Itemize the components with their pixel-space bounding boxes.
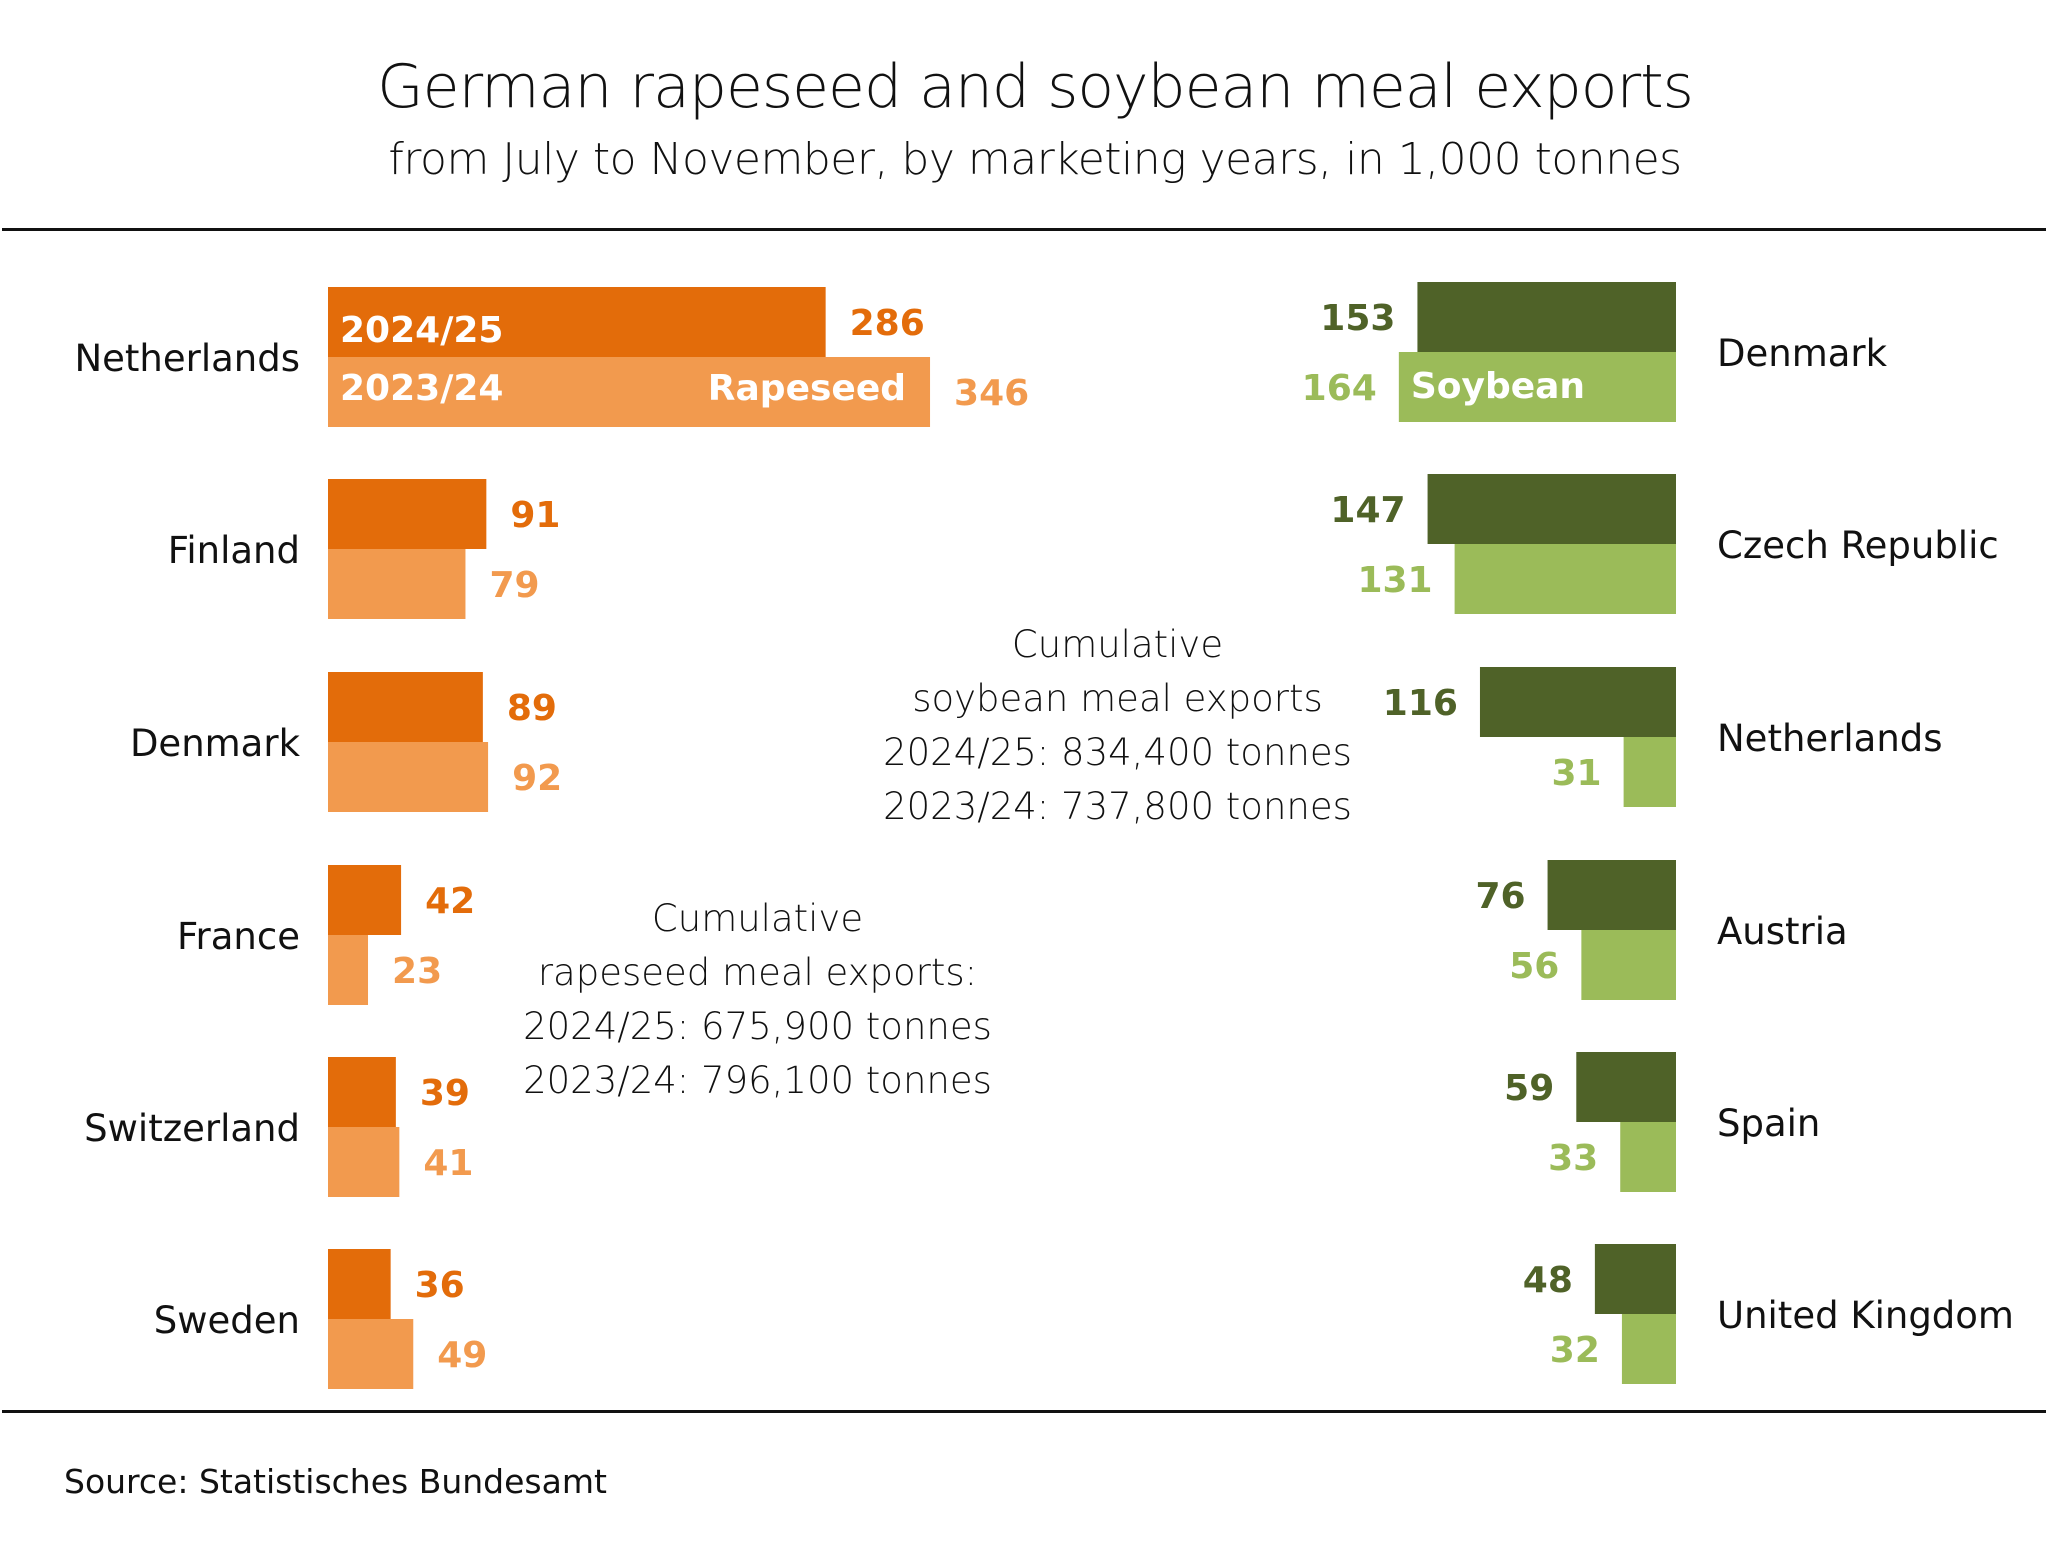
soybean-cumulative-annotation: Cumulative soybean meal exports 2024/25:… [880, 618, 1355, 834]
annotation-line: Cumulative [1011, 623, 1224, 666]
category-label: Switzerland [84, 1107, 300, 1150]
bar-soybean-2023-24 [1581, 930, 1676, 1000]
value-label-2024-25: 116 [1383, 683, 1458, 724]
bottom-rule [2, 1410, 2046, 1413]
value-label-2023-24: 131 [1357, 560, 1432, 601]
category-label: Spain [1717, 1102, 1820, 1145]
bar-rapeseed-2024-25 [328, 672, 483, 742]
value-label-2024-25: 153 [1320, 298, 1395, 339]
source-note: Source: Statistisches Bundesamt [64, 1462, 607, 1501]
bar-rapeseed-2024-25 [328, 1249, 391, 1319]
bar-soybean-2024-25 [1547, 860, 1676, 930]
bar-soybean-2023-24 [1454, 544, 1676, 614]
category-label: Sweden [154, 1299, 300, 1342]
value-label-2024-25: 89 [507, 688, 557, 729]
annotation-line: 2023/24: 737,800 tonnes [883, 785, 1352, 828]
top-rule [2, 228, 2046, 231]
value-label-2023-24: 31 [1552, 753, 1602, 794]
value-label-2024-25: 42 [425, 881, 475, 922]
bar-rapeseed-2024-25 [328, 479, 487, 549]
bar-rapeseed-2023-24 [328, 935, 369, 1005]
in-bar-label-soybean: Soybean [1411, 366, 1585, 407]
value-label-2024-25: 91 [510, 495, 560, 536]
value-label-2024-25: 147 [1330, 490, 1405, 531]
category-label: Denmark [1717, 332, 1888, 375]
bar-rapeseed-2024-25 [328, 1057, 396, 1127]
value-label-2024-25: 36 [415, 1265, 465, 1306]
bar-soybean-2024-25 [1427, 474, 1676, 544]
annotation-line: soybean meal exports [912, 677, 1323, 720]
value-label-2023-24: 346 [954, 373, 1029, 414]
bar-rapeseed-2023-24 [328, 357, 931, 427]
annotation-line: 2024/25: 834,400 tonnes [883, 731, 1352, 774]
value-label-2024-25: 39 [420, 1073, 470, 1114]
value-label-2023-24: 32 [1550, 1330, 1600, 1371]
chart-title: German rapeseed and soybean meal exports [377, 52, 1694, 122]
value-label-2023-24: 49 [437, 1335, 487, 1376]
legend-label-2024-25: 2024/25 [340, 310, 503, 351]
bar-soybean-2024-25 [1417, 282, 1676, 352]
value-label-2024-25: 48 [1523, 1260, 1573, 1301]
category-label: Czech Republic [1717, 524, 1999, 567]
category-label: France [177, 915, 300, 958]
bar-rapeseed-2023-24 [328, 1319, 414, 1389]
value-label-2024-25: 59 [1504, 1068, 1554, 1109]
annotation-line: Cumulative [651, 897, 864, 940]
annotation-line: 2024/25: 675,900 tonnes [523, 1005, 992, 1048]
bar-soybean-2023-24 [1620, 1122, 1676, 1192]
category-label: Finland [168, 529, 300, 572]
bar-soybean-2024-25 [1576, 1052, 1676, 1122]
value-label-2023-24: 33 [1548, 1138, 1598, 1179]
annotation-line: 2023/24: 796,100 tonnes [523, 1059, 992, 1102]
legend-label-2023-24: 2023/24 [340, 368, 503, 409]
bar-rapeseed-2024-25 [328, 865, 402, 935]
bar-soybean-2024-25 [1479, 667, 1676, 737]
category-label: Austria [1717, 910, 1848, 953]
bar-rapeseed-2023-24 [328, 1127, 400, 1197]
value-label-2023-24: 92 [512, 758, 562, 799]
rapeseed-cumulative-annotation: Cumulative rapeseed meal exports: 2024/2… [520, 892, 995, 1108]
bar-rapeseed-2023-24 [328, 742, 489, 812]
value-label-2024-25: 286 [850, 303, 925, 344]
value-label-2023-24: 79 [489, 565, 539, 606]
category-label: Netherlands [1717, 717, 1943, 760]
bar-soybean-2023-24 [1623, 737, 1676, 807]
category-label: Netherlands [74, 337, 300, 380]
value-label-2024-25: 76 [1475, 876, 1525, 917]
in-bar-label-rapeseed: Rapeseed [708, 368, 906, 409]
value-label-2023-24: 23 [392, 951, 442, 992]
chart-subtitle: from July to November, by marketing year… [388, 134, 1682, 185]
bar-soybean-2023-24 [1621, 1314, 1676, 1384]
category-label: United Kingdom [1717, 1294, 2014, 1337]
category-label: Denmark [130, 722, 301, 765]
bar-rapeseed-2024-25 [328, 287, 826, 357]
value-label-2023-24: 41 [423, 1143, 473, 1184]
bar-soybean-2024-25 [1594, 1244, 1676, 1314]
bar-soybean-2023-24 [1398, 352, 1676, 422]
bar-rapeseed-2023-24 [328, 549, 466, 619]
annotation-line: rapeseed meal exports: [537, 951, 978, 994]
value-label-2023-24: 56 [1509, 946, 1559, 987]
value-label-2023-24: 164 [1302, 368, 1377, 409]
